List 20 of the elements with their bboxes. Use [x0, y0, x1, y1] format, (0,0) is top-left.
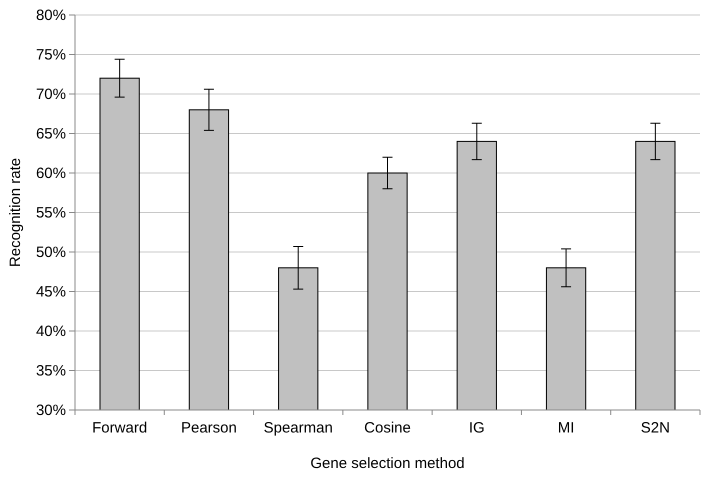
- x-axis-title: Gene selection method: [310, 455, 465, 472]
- y-tick-label: 35%: [36, 362, 66, 380]
- x-tick-label: IG: [468, 420, 485, 437]
- y-tick-label: 40%: [36, 322, 66, 340]
- y-tick-label: 80%: [36, 6, 66, 24]
- x-tick-label: Pearson: [180, 420, 237, 437]
- x-tick-label: S2N: [640, 420, 670, 437]
- y-tick-label: 75%: [36, 46, 66, 64]
- y-tick-label: 45%: [36, 283, 66, 300]
- y-tick-label: 55%: [36, 204, 66, 222]
- x-tick-label: MI: [558, 420, 574, 437]
- y-tick-label: 30%: [36, 402, 66, 419]
- y-axis-title: Recognition rate: [7, 158, 24, 268]
- x-tick-label: Forward: [92, 420, 148, 437]
- x-tick-label: Spearman: [264, 420, 333, 437]
- y-tick-label: 50%: [36, 244, 66, 261]
- y-tick-label: 65%: [36, 125, 66, 142]
- y-tick-label: 60%: [36, 164, 66, 182]
- y-tick-label: 70%: [36, 86, 66, 103]
- x-tick-label: Cosine: [364, 420, 411, 437]
